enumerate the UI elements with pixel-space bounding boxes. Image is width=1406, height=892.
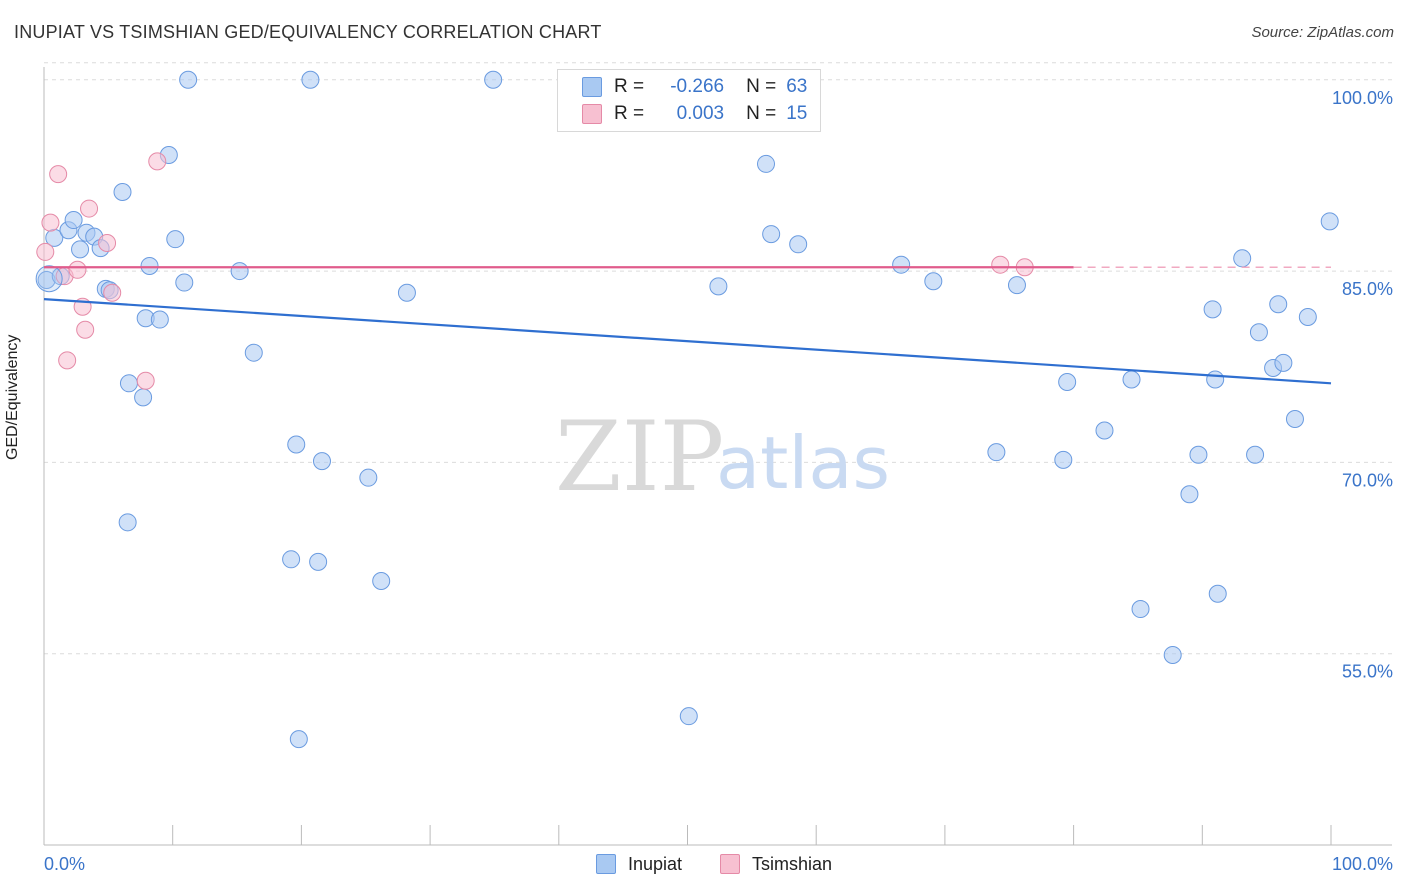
- correlation-legend: R = -0.266 N = 63 R = 0.003 N = 15: [557, 69, 821, 132]
- inupiat-point: [359, 468, 378, 487]
- tsimshian-point: [49, 165, 68, 184]
- bottom-legend-inupiat[interactable]: Inupiat: [596, 852, 682, 876]
- legend-row-inupiat: R = -0.266 N = 63: [582, 75, 807, 99]
- inupiat-point: [289, 730, 308, 749]
- r-value: -0.266: [670, 76, 725, 97]
- chart-title: INUPIAT VS TSIMSHIAN GED/EQUIVALENCY COR…: [14, 22, 602, 42]
- inupiat-point: [1203, 300, 1222, 319]
- tsimshian-point: [76, 320, 95, 339]
- inupiat-point: [1054, 450, 1073, 469]
- inupiat-point: [1122, 370, 1141, 389]
- inupiat-point: [789, 235, 808, 254]
- inupiat-point: [484, 70, 503, 89]
- inupiat-point: [709, 277, 728, 296]
- inupiat-point: [1163, 645, 1182, 664]
- trend-lines: [43, 266, 1332, 385]
- inupiat-point: [1206, 370, 1225, 389]
- bottom-legend-label: Inupiat: [628, 853, 683, 874]
- tick-labels: 55.0% 70.0% 85.0% 100.0% 0.0% 100.0%: [44, 88, 1393, 874]
- tsimshian-point: [103, 283, 122, 302]
- inupiat-point: [757, 154, 776, 173]
- inupiat-point: [987, 443, 1006, 462]
- inupiat-point: [118, 513, 137, 532]
- r-value: 0.003: [676, 103, 725, 124]
- inupiat-point: [1285, 410, 1304, 429]
- inupiat-point: [134, 388, 153, 407]
- inupiat-trend-line: [43, 298, 1332, 385]
- inupiat-point: [1320, 212, 1339, 231]
- inupiat-point: [372, 571, 391, 590]
- inupiat-point: [150, 310, 169, 329]
- inupiat-point: [35, 265, 63, 293]
- inupiat-point: [309, 552, 328, 571]
- inupiat-point: [287, 435, 306, 454]
- n-value: 15: [786, 103, 808, 124]
- inupiat-point: [244, 343, 263, 362]
- inupiat-point: [282, 550, 301, 569]
- inupiat-point: [1189, 445, 1208, 464]
- y-tick-label: 55.0%: [1342, 662, 1393, 682]
- tsimshian-point: [136, 371, 155, 390]
- tsimshian-point: [80, 199, 99, 218]
- inupiat-point: [1180, 485, 1199, 504]
- inupiat-point: [892, 255, 911, 274]
- tsimshian-swatch-icon: [582, 104, 602, 124]
- x-tick-label: 0.0%: [44, 854, 85, 874]
- inupiat-point: [397, 283, 416, 302]
- axes: [43, 67, 1392, 846]
- r-label: R =: [614, 103, 645, 124]
- n-label: N =: [746, 76, 777, 97]
- inupiat-point: [1058, 373, 1077, 392]
- inupiat-point: [179, 70, 198, 89]
- watermark-zip: ZIP: [555, 401, 724, 513]
- inupiat-point: [1233, 249, 1252, 268]
- tsimshian-point: [36, 242, 55, 261]
- grid-lines: [44, 62, 1392, 655]
- inupiat-point: [1269, 295, 1288, 314]
- tsimshian-point: [41, 213, 60, 232]
- tsimshian-point: [68, 260, 87, 279]
- tsimshian-point: [991, 255, 1010, 274]
- inupiat-point: [175, 273, 194, 292]
- y-tick-label: 85.0%: [1342, 279, 1393, 299]
- tsimshian-point: [148, 152, 167, 171]
- inupiat-point: [1274, 353, 1293, 372]
- inupiat-point: [71, 240, 90, 259]
- bottom-legend-label: Tsimshian: [752, 853, 833, 874]
- inupiat-point: [1249, 323, 1268, 342]
- inupiat-point: [1298, 307, 1317, 326]
- r-label: R =: [614, 76, 645, 97]
- x-tick-label: 100.0%: [1332, 854, 1393, 874]
- tsimshian-legend-icon: [720, 854, 740, 874]
- n-value: 63: [786, 76, 808, 97]
- legend-row-tsimshian: R = 0.003 N = 15: [582, 102, 807, 126]
- y-tick-label: 100.0%: [1332, 88, 1393, 108]
- inupiat-point: [301, 70, 320, 89]
- inupiat-point: [1095, 421, 1114, 440]
- tsimshian-point: [58, 351, 77, 370]
- watermark-atlas: atlas: [716, 421, 890, 505]
- inupiat-point: [1208, 584, 1227, 603]
- inupiat-point: [1131, 600, 1150, 619]
- inupiat-point: [64, 211, 83, 230]
- inupiat-point: [924, 272, 943, 291]
- inupiat-point: [762, 225, 781, 244]
- y-tick-label: 70.0%: [1342, 470, 1393, 490]
- tsimshian-point: [98, 234, 117, 253]
- inupiat-point: [119, 374, 138, 393]
- inupiat-point: [312, 452, 331, 471]
- inupiat-point: [166, 230, 185, 249]
- inupiat-point: [113, 182, 132, 201]
- inupiat-point: [1007, 276, 1026, 295]
- inupiat-swatch-icon: [582, 77, 602, 97]
- source-label: Source: ZipAtlas.com: [1251, 24, 1394, 41]
- n-label: N =: [746, 103, 777, 124]
- inupiat-point: [1246, 445, 1265, 464]
- inupiat-point: [230, 262, 249, 281]
- inupiat-point: [140, 256, 159, 275]
- bottom-legend-tsimshian[interactable]: Tsimshian: [720, 852, 832, 876]
- inupiat-legend-icon: [596, 854, 616, 874]
- inupiat-point: [679, 707, 698, 726]
